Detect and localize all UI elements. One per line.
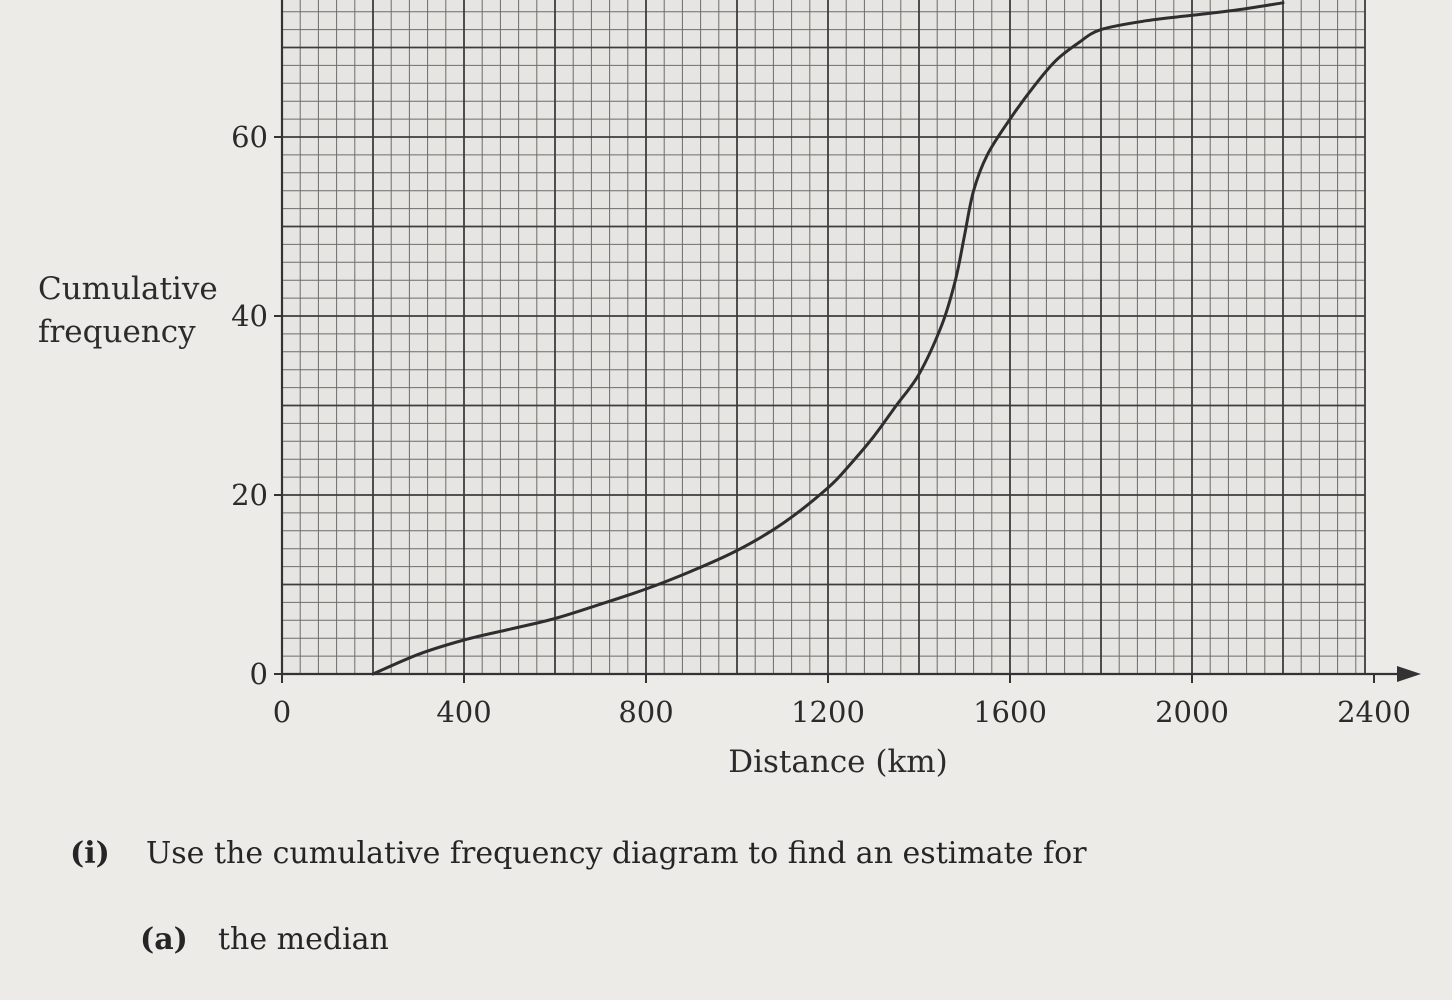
x-tick-label: 2400 (1337, 695, 1411, 729)
x-axis-arrow (1397, 666, 1421, 682)
x-tick-label: 2000 (1155, 695, 1229, 729)
y-tick-label: 20 (231, 478, 268, 512)
cumulative-frequency-chart: 0 20 40 60 0 400 800 1200 1600 2000 2400 Distance… (38, 0, 1421, 780)
cumulative-frequency-curve (371, 1, 1285, 676)
y-tick-label: 0 (250, 657, 268, 691)
question-part-i: (i) Use the cumulative frequency diagram … (70, 836, 1087, 871)
x-axis-label: Distance (km) (728, 744, 948, 780)
y-axis-label-line-2: frequency (38, 314, 196, 350)
y-axis-label-line-1: Cumulative (38, 271, 218, 307)
y-tick-label: 60 (231, 120, 268, 154)
x-tick-label: 0 (273, 695, 291, 729)
x-tick-label: 800 (618, 695, 673, 729)
y-tick-label: 40 (231, 299, 268, 333)
tick-marks (274, 136, 1375, 683)
y-tick-labels: 0 20 40 60 (231, 120, 268, 691)
question-part-i-label: (i) (70, 836, 110, 871)
question-part-a: (a) the median (140, 922, 389, 957)
axes (280, 0, 1421, 682)
x-tick-labels: 0 400 800 1200 1600 2000 2400 (273, 695, 1411, 729)
grid-major (281, 0, 1366, 675)
question-part-a-text: the median (218, 922, 389, 957)
x-tick-label: 1600 (973, 695, 1047, 729)
x-tick-label: 400 (436, 695, 491, 729)
x-tick-label: 1200 (791, 695, 865, 729)
question-part-a-label: (a) (140, 922, 188, 957)
question-part-i-text: Use the cumulative frequency diagram to … (146, 836, 1087, 871)
plot-area-background (282, 0, 1365, 674)
